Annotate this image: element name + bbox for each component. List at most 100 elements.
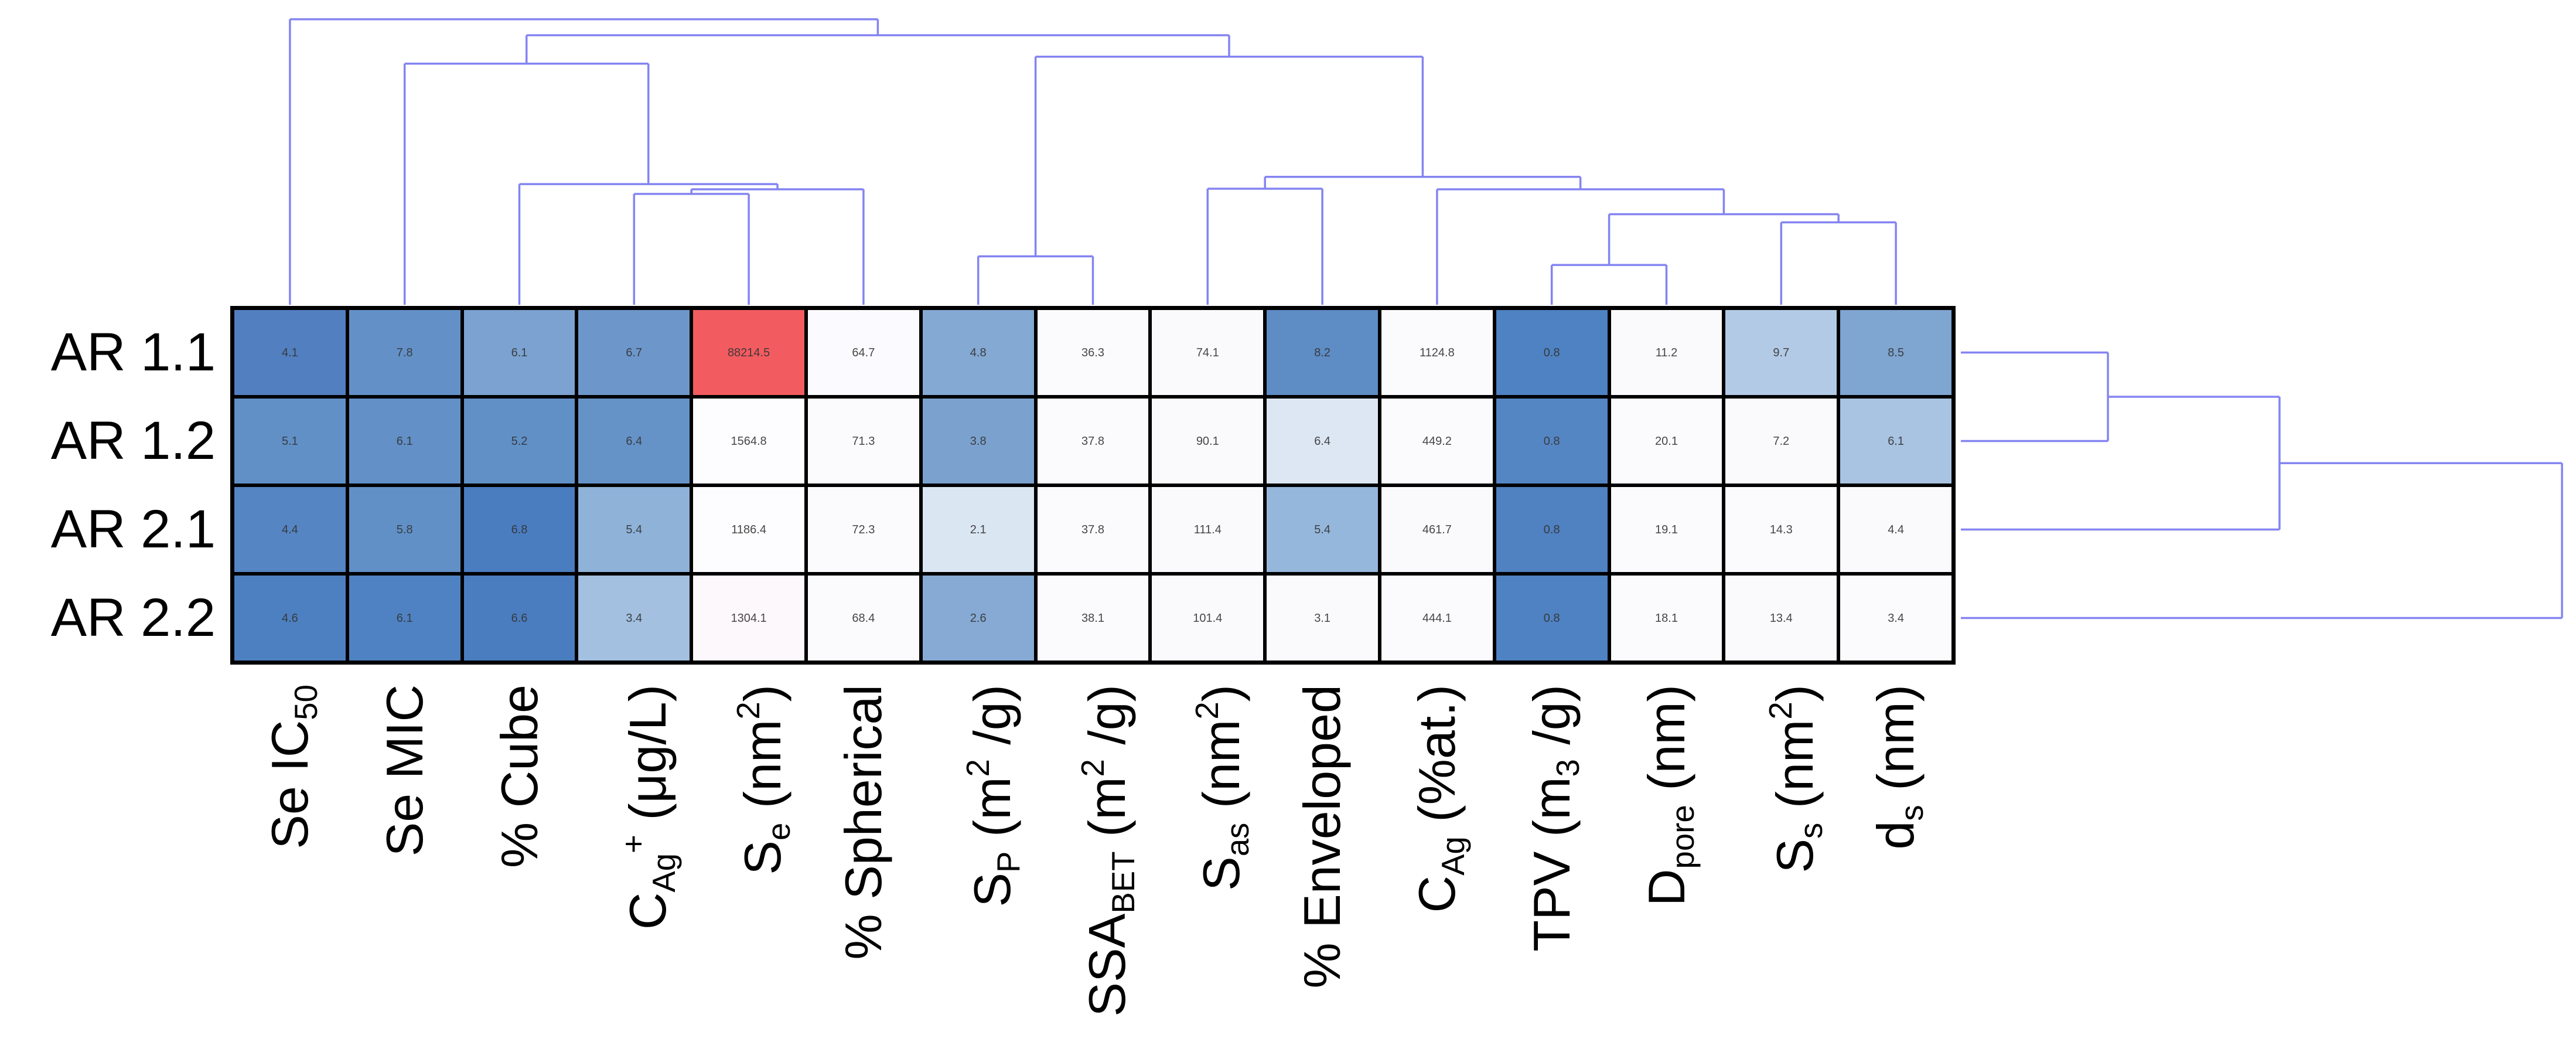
column-label-segment: ) [733, 685, 792, 702]
column-label-segment: S [1766, 838, 1824, 873]
cell-annotation: 18.1 [1655, 611, 1678, 625]
column-label-segment: as [1220, 822, 1256, 857]
heatmap-cell: 6.1 [349, 576, 460, 661]
column-label-segment: d [1867, 821, 1925, 850]
cell-annotation: 4.4 [1888, 523, 1904, 536]
heatmap-cell: 19.1 [1611, 487, 1722, 572]
cell-annotation: 5.8 [396, 523, 413, 536]
cell-annotation: 4.8 [970, 346, 987, 359]
heatmap-cell: 0.8 [1496, 576, 1608, 661]
row-label: AR 2.1 [50, 499, 216, 559]
column-label-segment: (nm [733, 719, 792, 823]
cell-annotation: 11.2 [1655, 346, 1678, 359]
cell-annotation: 0.8 [1543, 346, 1560, 359]
heatmap-cell: 0.8 [1496, 310, 1608, 395]
heatmap-cell: 461.7 [1381, 487, 1493, 572]
column-label-segment: Se MIC [375, 685, 434, 857]
column-label-segment: (%at.) [1407, 685, 1466, 837]
heatmap-cell: 37.8 [1037, 487, 1149, 572]
heatmap-cell: 6.6 [463, 576, 575, 661]
column-label-segment: % Enveloped [1293, 685, 1352, 989]
cell-annotation: 14.3 [1769, 523, 1793, 536]
row-label: AR 1.2 [50, 411, 216, 471]
column-label-segment: Se IC [260, 720, 319, 849]
heatmap-cell: 14.3 [1725, 487, 1837, 572]
cell-annotation: 3.1 [1314, 611, 1330, 625]
cell-annotation: 6.1 [396, 611, 413, 625]
column-label: CAg (%at.) [1407, 685, 1471, 1052]
heatmap-cell: 3.1 [1267, 576, 1378, 661]
heatmap-cell: 7.8 [349, 310, 460, 395]
column-label-segment: 3 [1550, 759, 1586, 777]
column-label-segment: (μg/L) [619, 685, 677, 835]
column-label-segment: /g) [1077, 685, 1136, 760]
column-label-segment: D [1637, 869, 1695, 907]
cell-annotation: 37.8 [1081, 434, 1104, 448]
column-label-segment: S [963, 872, 1021, 907]
column-label-segment: TPV (m [1522, 777, 1581, 952]
heatmap-cell: 71.3 [808, 399, 919, 484]
column-label-segment: BET [1105, 851, 1141, 914]
heatmap-cell: 4.4 [1840, 487, 1951, 572]
column-dendrogram [289, 18, 1897, 305]
cell-annotation: 90.1 [1196, 434, 1219, 448]
column-label: % Spherical [834, 685, 893, 1052]
heatmap-cell: 449.2 [1381, 399, 1493, 484]
heatmap-cell: 1304.1 [693, 576, 804, 661]
heatmap-cell: 36.3 [1037, 310, 1149, 395]
heatmap-grid: 4.1 7.8 6.1 6.7 88214.5 64.7 4.8 36.3 74.1 8.2 112… [230, 306, 1956, 665]
cell-annotation: 5.4 [1314, 523, 1330, 536]
cell-annotation: 5.2 [511, 434, 528, 448]
column-label-segment: 2 [960, 759, 996, 777]
cell-annotation: 7.2 [1773, 434, 1790, 448]
column-label-segment: /g) [963, 685, 1021, 760]
heatmap-cell: 11.2 [1611, 310, 1722, 395]
column-label-segment: (m [1077, 777, 1136, 852]
cell-annotation: 6.7 [626, 346, 643, 359]
heatmap-cell: 13.4 [1725, 576, 1837, 661]
column-label-segment: ) [1766, 685, 1824, 702]
column-label-segment: /g) [1522, 685, 1581, 760]
cell-annotation: 1304.1 [731, 611, 767, 625]
column-label-segment: % Spherical [834, 685, 892, 960]
column-label: TPV (m3 /g) [1522, 685, 1586, 1052]
heatmap-cell: 8.2 [1267, 310, 1378, 395]
column-label-segment: 2 [1763, 702, 1799, 720]
heatmap-cell: 3.8 [922, 399, 1034, 484]
cell-annotation: 3.4 [1888, 611, 1904, 625]
cell-annotation: 4.6 [281, 611, 298, 625]
cell-annotation: 36.3 [1081, 346, 1104, 359]
heatmap-cell: 444.1 [1381, 576, 1493, 661]
column-label-segment: Ag [1435, 836, 1471, 876]
heatmap-cell: 6.1 [349, 399, 460, 484]
cell-annotation: 9.7 [1773, 346, 1790, 359]
heatmap-cell: 72.3 [808, 487, 919, 572]
column-label-segment: 2 [731, 702, 767, 720]
cell-annotation: 449.2 [1422, 434, 1452, 448]
column-label: ds (nm) [1867, 685, 1930, 1052]
cell-annotation: 3.4 [626, 611, 643, 625]
cell-annotation: 1564.8 [731, 434, 767, 448]
heatmap-cell: 6.4 [1267, 399, 1378, 484]
heatmap-cell: 64.7 [808, 310, 919, 395]
column-label-segment: (nm [1766, 719, 1824, 823]
column-label-segment: 50 [288, 685, 324, 720]
heatmap-cell: 5.8 [349, 487, 460, 572]
cell-annotation: 6.1 [396, 434, 413, 448]
heatmap-cell: 111.4 [1152, 487, 1264, 572]
cell-annotation: 8.2 [1314, 346, 1330, 359]
column-label-segment: S [1192, 856, 1251, 891]
column-label: % Cube [490, 685, 549, 1052]
cell-annotation: 6.4 [626, 434, 643, 448]
heatmap-cell: 74.1 [1152, 310, 1264, 395]
row-label: AR 2.2 [50, 588, 216, 648]
heatmap-cell: 4.6 [234, 576, 346, 661]
heatmap-cell: 6.7 [578, 310, 690, 395]
cell-annotation: 8.5 [1888, 346, 1904, 359]
cell-annotation: 444.1 [1422, 611, 1452, 625]
column-label-segment: (m [963, 777, 1021, 852]
column-label-segment: + [616, 835, 652, 853]
heatmap-cell: 90.1 [1152, 399, 1264, 484]
heatmap-cell: 7.2 [1725, 399, 1837, 484]
